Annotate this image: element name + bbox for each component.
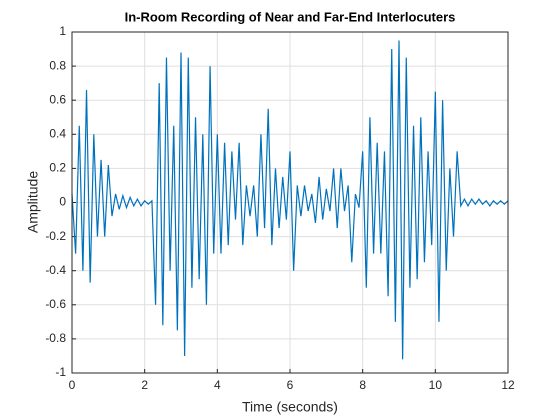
y-tick-label: -0.2	[45, 229, 66, 243]
y-tick-label: 0.6	[49, 92, 66, 106]
waveform	[71, 40, 509, 360]
y-tick-label: -0.6	[45, 297, 66, 311]
x-tick-label: 12	[501, 378, 515, 392]
x-tick-label: 10	[429, 378, 443, 392]
x-tick-label: 2	[141, 378, 148, 392]
y-axis-label: Amplitude	[25, 171, 41, 233]
y-tick-label: -1	[55, 365, 66, 379]
y-tick-label: 0.2	[49, 161, 66, 175]
y-tick-label: 0.8	[49, 58, 66, 72]
x-tick-label: 8	[359, 378, 366, 392]
axes-box	[71, 31, 509, 374]
y-tick-label: 0	[59, 195, 66, 209]
y-tick-label: 0.4	[49, 126, 66, 140]
x-tick-label: 6	[287, 378, 294, 392]
x-axis-label: Time (seconds)	[242, 399, 338, 415]
y-tick-label: -0.8	[45, 331, 66, 345]
x-tick-label: 0	[69, 378, 76, 392]
x-tick-label: 4	[214, 378, 221, 392]
y-tick-label: -0.4	[45, 263, 66, 277]
chart-title: In-Room Recording of Near and Far-End In…	[125, 9, 456, 24]
y-tick-label: 1	[59, 24, 66, 38]
